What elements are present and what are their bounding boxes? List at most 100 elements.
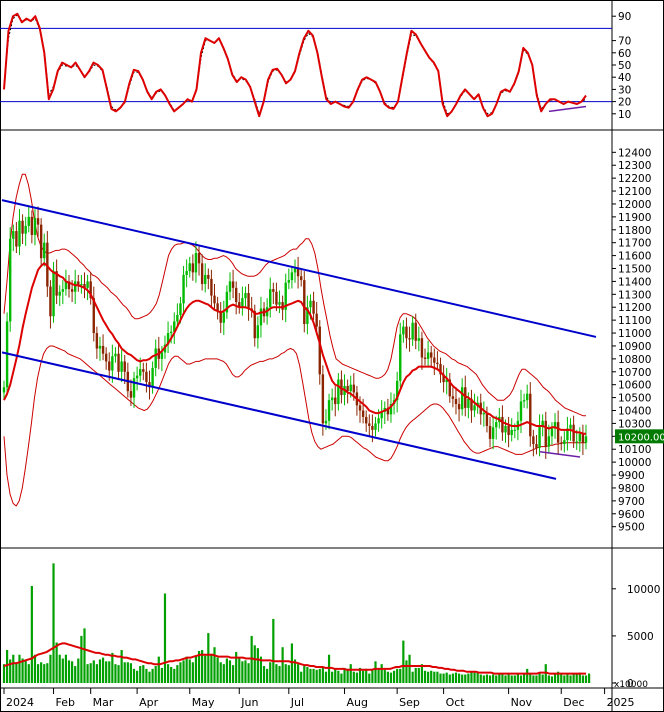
candle-body: [114, 353, 117, 357]
candle-body: [414, 322, 417, 341]
volume-bar: [516, 674, 519, 683]
candle-body: [197, 253, 201, 264]
volume-bar: [461, 674, 464, 683]
volume-bar: [303, 666, 306, 683]
volume-bar: [139, 666, 142, 683]
volume-bar: [287, 665, 290, 683]
y-tick-label: 10000: [618, 457, 651, 469]
volume-bar: [423, 670, 427, 683]
candle-body: [380, 411, 383, 419]
candle-body: [120, 361, 123, 372]
volume-bar: [488, 675, 492, 683]
candle-body: [510, 429, 513, 436]
volume-bar: [454, 672, 458, 683]
volume-bar: [389, 672, 393, 683]
volume-bar: [340, 673, 343, 683]
candle-body: [293, 268, 297, 273]
candle-body: [287, 280, 291, 283]
volume-bar: [436, 671, 439, 683]
candle-body: [111, 356, 114, 371]
candle-body: [544, 420, 547, 447]
candle-body: [278, 302, 281, 305]
volume-bar: [222, 664, 225, 683]
candle-body: [52, 271, 55, 317]
volume-bar: [244, 660, 247, 683]
volume-bar: [86, 664, 89, 683]
volume-bar: [513, 675, 516, 683]
volume-bar: [173, 668, 176, 683]
y-tick-label: 0: [627, 678, 634, 690]
y-tick-label: 11000: [618, 328, 651, 340]
candle-body: [272, 289, 275, 292]
volume-bar: [584, 675, 588, 683]
volume-bar: [485, 674, 489, 683]
volume-bar: [557, 671, 560, 683]
volume-bar: [225, 658, 228, 683]
trend-channel-upper: [1, 199, 597, 338]
candle-body: [408, 338, 411, 340]
y-tick-label: 10: [618, 109, 631, 121]
candle-body: [495, 422, 498, 428]
volume-bar: [2, 664, 6, 683]
candle-body: [225, 291, 229, 313]
candle-body: [173, 321, 176, 332]
volume-bar: [374, 661, 377, 683]
candle-body: [191, 263, 195, 273]
x-tick-label: Feb: [56, 696, 75, 709]
y-tick-label: 11800: [618, 225, 651, 237]
candle-body: [501, 416, 504, 433]
candle-body: [160, 352, 164, 359]
x-tick-label: Apr: [139, 696, 159, 709]
volume-bar: [324, 671, 328, 683]
volume-bar: [519, 675, 523, 683]
candle-body: [504, 425, 507, 433]
candle-body: [303, 280, 306, 325]
candle-body: [8, 238, 12, 322]
candle-body: [27, 216, 30, 226]
x-axis: 2024 Feb Mar Apr May Jun Jul Aug Sep Oct Nov Dec 202…: [3, 688, 635, 709]
candle-body: [349, 384, 352, 392]
bollinger-upper: [3, 173, 586, 417]
candle-body: [507, 425, 510, 436]
volume-bar: [238, 658, 241, 683]
volume-bar: [451, 673, 454, 683]
candle-body: [464, 387, 467, 408]
volume-y-axis: 10000 5000 0: [612, 584, 660, 690]
volume-bar: [392, 670, 396, 683]
volume-bar: [575, 673, 578, 683]
y-tick-label: 40: [618, 72, 631, 84]
candle-body: [482, 413, 486, 415]
x-tick-label: Mar: [93, 696, 114, 709]
y-tick-label: 70: [618, 36, 631, 48]
candle-body: [86, 281, 89, 288]
candle-body: [399, 334, 402, 381]
volume-bar: [269, 662, 272, 683]
volume-bar: [293, 659, 297, 683]
volume-bar: [321, 667, 324, 683]
y-tick-label: 10100: [618, 444, 651, 456]
stoch-reference-lines: [0, 27, 612, 103]
volume-bar: [43, 664, 46, 683]
candle-body: [426, 352, 430, 359]
volume-bar: [33, 654, 37, 683]
y-tick-label: 11500: [618, 264, 651, 276]
volume-bar: [278, 666, 281, 683]
x-tick-label: Dec: [563, 696, 584, 709]
candle-body: [33, 218, 37, 235]
y-tick-label: 9800: [618, 483, 645, 495]
candle-body: [365, 416, 368, 424]
x-tick-label: Sep: [399, 696, 420, 709]
candle-body: [80, 283, 83, 286]
candle-body: [334, 397, 337, 405]
volume-bar: [272, 618, 275, 683]
candle-body: [324, 420, 328, 424]
candle-body: [222, 312, 225, 323]
candle-body: [108, 361, 111, 371]
price-candles: [2, 205, 588, 459]
volume-bar: [46, 663, 49, 683]
candle-body: [216, 303, 219, 312]
volume-bar: [547, 675, 550, 683]
volume-bar: [216, 657, 219, 683]
volume-bar: [355, 672, 359, 683]
x-tick-label: Nov: [511, 696, 533, 709]
